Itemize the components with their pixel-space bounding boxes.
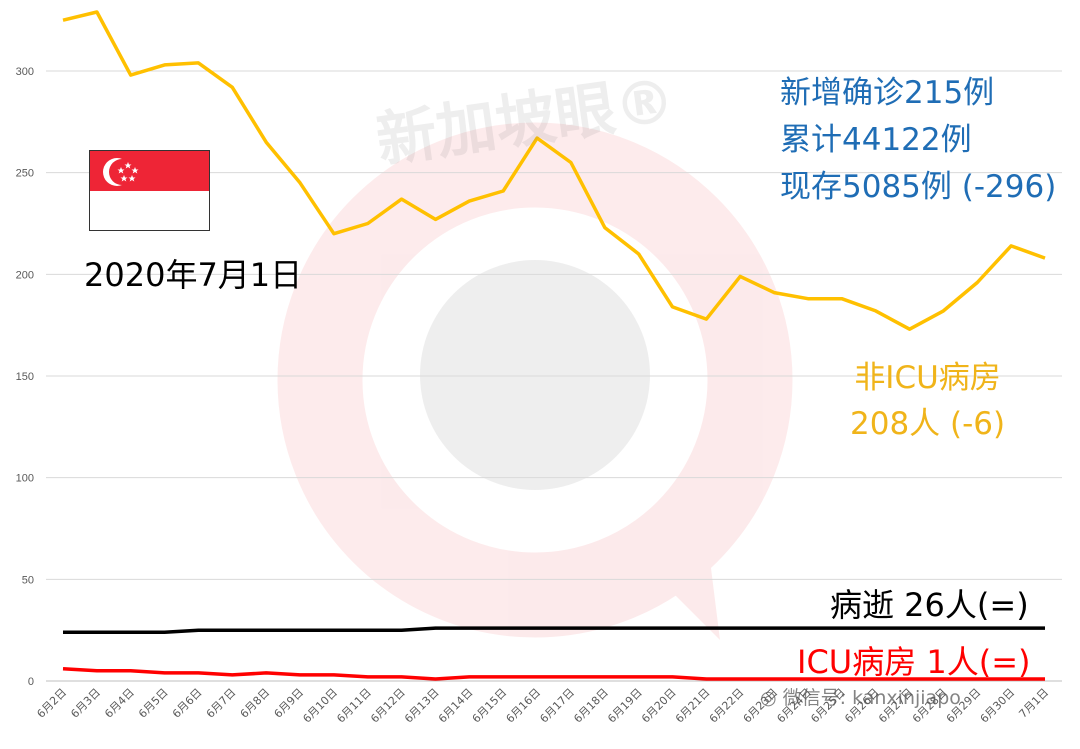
x-tick-label: 6月19日 — [605, 686, 645, 726]
wechat-watermark: ◎ 微信号: kanxinjiapo — [760, 683, 961, 710]
y-tick-label: 50 — [22, 574, 34, 586]
x-tick-label: 6月30日 — [978, 686, 1018, 726]
x-tick-label: 6月7日 — [204, 686, 239, 721]
y-tick-label: 100 — [16, 473, 34, 485]
x-tick-label: 6月11日 — [334, 686, 374, 726]
series-line-death — [63, 626, 1045, 634]
series-line-nonicu — [62, 10, 1046, 331]
x-tick-label: 6月13日 — [402, 686, 442, 726]
y-tick-label: 300 — [16, 66, 34, 78]
death-label: 病逝 26人(=) — [830, 586, 1029, 624]
series-lines — [62, 10, 1046, 681]
y-tick-label: 250 — [16, 168, 34, 180]
x-tick-label: 6月10日 — [300, 686, 340, 726]
active-cases-label: 现存5085例 (-296) — [780, 169, 1057, 205]
x-tick-label: 6月12日 — [368, 686, 408, 726]
watermark-pin — [277, 122, 793, 640]
x-tick-label: 6月17日 — [537, 686, 577, 726]
y-tick-label: 200 — [16, 269, 34, 281]
y-tick-label: 0 — [28, 676, 34, 688]
stats-block: 新增确诊215例 累计44122例 现存5085例 (-296) — [780, 70, 1056, 211]
singapore-flag-icon — [89, 150, 210, 231]
x-tick-label: 6月3日 — [68, 686, 103, 721]
x-tick-label: 6月6日 — [170, 686, 205, 721]
y-axis: 0 50 100 150 200 250 300 — [16, 66, 34, 688]
date-label: 2020年7月1日 — [84, 256, 303, 294]
x-tick-label: 6月2日 — [34, 686, 69, 721]
x-tick-label: 6月15日 — [470, 686, 510, 726]
wechat-id: 微信号: kanxinjiapo — [782, 687, 961, 709]
non-icu-count: 208人 (-6) — [850, 406, 1006, 442]
y-tick-label: 150 — [16, 371, 34, 383]
gridlines — [46, 70, 1062, 682]
x-tick-label: 6月5日 — [136, 686, 171, 721]
x-tick-label: 6月8日 — [238, 686, 273, 721]
non-icu-label: 非ICU病房 208人 (-6) — [850, 355, 1005, 447]
x-tick-label: 6月16日 — [504, 686, 544, 726]
new-cases-label: 新增确诊215例 — [780, 75, 995, 111]
x-tick-label: 6月4日 — [102, 686, 137, 721]
icu-label: ICU病房 1人(=) — [797, 643, 1031, 681]
series-line-icu — [62, 667, 1045, 681]
wechat-icon: ◎ — [760, 687, 777, 709]
x-tick-label: 6月21日 — [673, 686, 713, 726]
x-tick-label: 7月1日 — [1016, 686, 1051, 721]
non-icu-title: 非ICU病房 — [854, 360, 1001, 396]
x-tick-label: 6月22日 — [707, 686, 747, 726]
x-tick-label: 6月20日 — [639, 686, 679, 726]
x-tick-label: 6月14日 — [436, 686, 476, 726]
x-tick-label: 6月18日 — [571, 686, 611, 726]
total-cases-label: 累计44122例 — [780, 122, 972, 158]
